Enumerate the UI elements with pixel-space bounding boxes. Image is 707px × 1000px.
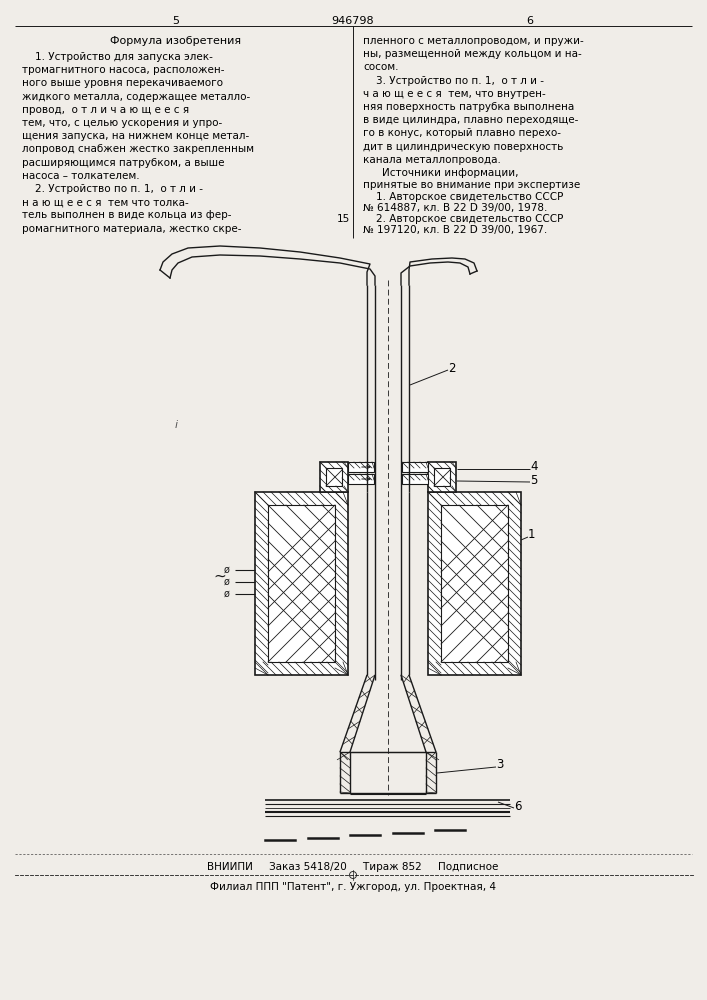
Bar: [434, 468, 450, 486]
Bar: [402, 462, 428, 472]
Text: ø: ø: [224, 577, 230, 587]
Text: i: i: [175, 420, 178, 430]
Text: 6: 6: [514, 800, 522, 812]
Bar: [428, 462, 456, 492]
Text: 5: 5: [173, 16, 180, 26]
Text: Источники информации,: Источники информации,: [382, 168, 518, 178]
Text: ø: ø: [224, 589, 230, 599]
Text: 2: 2: [448, 361, 455, 374]
Bar: [255, 492, 348, 675]
Bar: [348, 474, 374, 484]
Text: 2. Авторское свидетельство СССР: 2. Авторское свидетельство СССР: [363, 214, 563, 224]
Text: 6: 6: [527, 16, 534, 26]
Text: 3: 3: [496, 758, 503, 772]
Bar: [320, 462, 348, 492]
Text: ø: ø: [224, 565, 230, 575]
Text: Филиал ППП "Патент", г. Ужгород, ул. Проектная, 4: Филиал ППП "Патент", г. Ужгород, ул. Про…: [210, 882, 496, 892]
Text: 946798: 946798: [332, 16, 374, 26]
Text: принятые во внимание при экспертизе: принятые во внимание при экспертизе: [363, 180, 580, 190]
Text: 1. Устройство для запуска элек-
тромагнитного насоса, расположен-
ного выше уров: 1. Устройство для запуска элек- тромагни…: [22, 52, 254, 234]
Bar: [441, 505, 508, 662]
Text: пленного с металлопроводом, и пружи-
ны, размещенной между кольцом и на-
сосом.
: пленного с металлопроводом, и пружи- ны,…: [363, 36, 584, 165]
Text: ВНИИПИ     Заказ 5418/20     Тираж 852     Подписное: ВНИИПИ Заказ 5418/20 Тираж 852 Подписное: [207, 862, 498, 872]
Bar: [402, 474, 428, 484]
Text: 1. Авторское свидетельство СССР: 1. Авторское свидетельство СССР: [363, 192, 563, 202]
Text: 4: 4: [530, 460, 537, 474]
Bar: [428, 492, 521, 675]
Text: Формула изобретения: Формула изобретения: [110, 36, 242, 46]
Text: № 197120, кл. В 22 D 39/00, 1967.: № 197120, кл. В 22 D 39/00, 1967.: [363, 225, 547, 235]
Bar: [268, 505, 335, 662]
Text: 1: 1: [528, 528, 535, 542]
Text: ~: ~: [213, 568, 226, 584]
Text: 5: 5: [530, 474, 537, 487]
Bar: [326, 468, 342, 486]
Text: 15: 15: [337, 214, 350, 224]
Bar: [348, 462, 374, 472]
Text: № 614887, кл. В 22 D 39/00, 1978.: № 614887, кл. В 22 D 39/00, 1978.: [363, 203, 547, 213]
